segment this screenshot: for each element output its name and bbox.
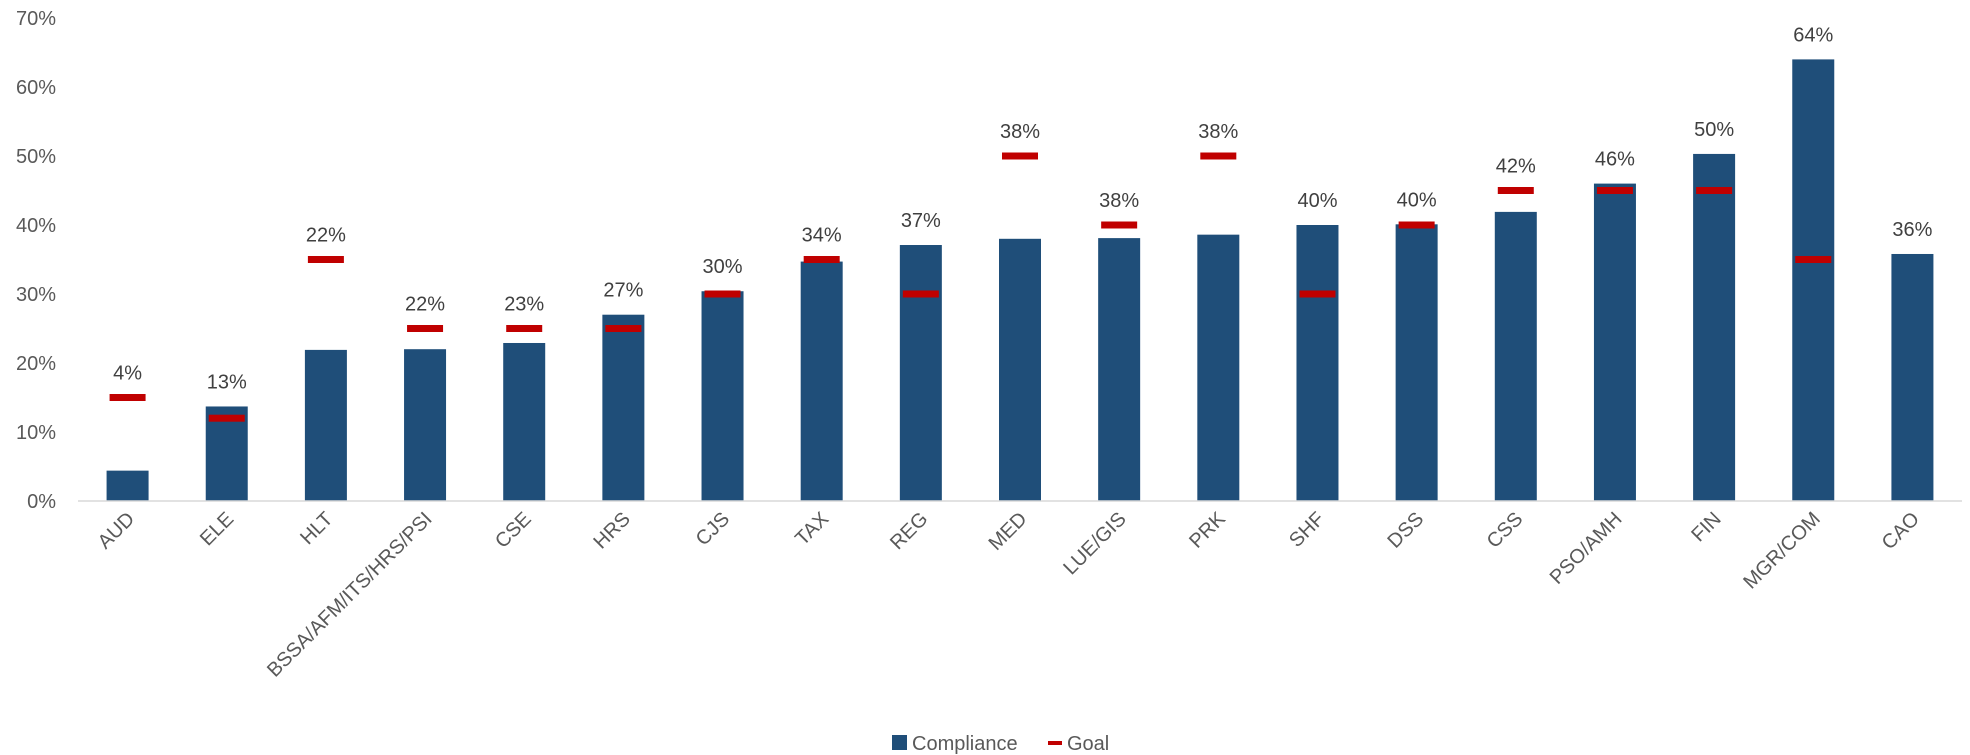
bar-compliance: [503, 342, 546, 501]
bar-compliance: [1792, 59, 1835, 502]
data-label: 30%: [703, 256, 743, 278]
y-tick-label: 20%: [16, 353, 56, 375]
goal-marker: [1497, 187, 1534, 194]
x-tick-label: PSO/AMH: [1546, 508, 1627, 589]
x-tick-label: FIN: [1687, 508, 1725, 546]
y-tick-label: 10%: [16, 422, 56, 444]
x-tick-label: ELE: [196, 508, 238, 550]
goal-marker: [605, 325, 642, 332]
goal-marker: [1299, 290, 1336, 298]
y-tick-label: 50%: [16, 146, 56, 168]
goal-marker: [902, 290, 939, 298]
goal-marker: [1696, 187, 1733, 194]
data-label: 40%: [1297, 190, 1337, 212]
legend-swatch-goal: [1048, 741, 1062, 745]
x-tick-label: SHF: [1285, 508, 1329, 552]
bar-compliance: [205, 406, 248, 501]
x-tick-label: CJS: [692, 508, 734, 550]
legend-swatch-compliance: [892, 735, 907, 750]
x-tick-label: AUD: [94, 508, 139, 553]
data-label: 4%: [113, 363, 142, 385]
x-tick-label: REG: [886, 508, 932, 554]
compliance-bars: [106, 59, 1934, 502]
data-label: 13%: [207, 371, 247, 393]
bar-compliance: [899, 245, 942, 501]
y-tick-label: 0%: [27, 491, 56, 513]
bar-compliance: [1891, 253, 1934, 501]
data-label: 27%: [603, 280, 643, 302]
x-tick-label: LUE/GIS: [1059, 508, 1130, 579]
x-tick-label: DSS: [1384, 508, 1429, 553]
goal-marker: [1596, 187, 1633, 194]
x-tick-label: TAX: [791, 508, 833, 550]
bar-compliance: [1296, 225, 1339, 501]
data-label: 40%: [1397, 189, 1437, 211]
data-label: 64%: [1793, 24, 1833, 46]
data-label: 22%: [306, 225, 346, 247]
goal-markers: [109, 152, 1832, 422]
goal-marker: [208, 414, 245, 422]
x-tick-label: CSE: [491, 508, 536, 553]
goal-marker: [1795, 256, 1832, 263]
y-tick-label: 30%: [16, 284, 56, 306]
y-tick-label: 70%: [16, 8, 56, 30]
goal-marker: [109, 394, 146, 401]
x-tick-label: HRS: [589, 508, 634, 553]
bar-compliance: [1593, 183, 1636, 501]
goal-marker: [1101, 221, 1138, 229]
data-label: 38%: [1099, 190, 1139, 212]
bar-compliance: [1197, 234, 1240, 501]
data-label: 42%: [1496, 156, 1536, 178]
data-label: 22%: [405, 294, 445, 316]
data-label: 34%: [802, 225, 842, 247]
bar-compliance: [1098, 238, 1141, 502]
data-label: 23%: [504, 294, 544, 316]
bar-compliance: [1494, 211, 1537, 501]
goal-marker: [1002, 152, 1038, 160]
data-label: 50%: [1694, 119, 1734, 141]
x-tick-label: BSSA/AFM/ITS/HRS/PSI: [263, 508, 437, 682]
bar-compliance: [701, 291, 744, 501]
data-label: 36%: [1892, 219, 1932, 241]
legend-label-compliance: Compliance: [912, 733, 1018, 755]
bar-compliance: [1693, 153, 1736, 501]
x-tick-label: CSS: [1483, 508, 1528, 553]
data-label: 38%: [1198, 121, 1238, 143]
x-tick-label: CAO: [1878, 508, 1924, 554]
bar-compliance: [106, 470, 149, 501]
x-tick-label: HLT: [296, 508, 337, 549]
bar-compliance: [404, 349, 447, 501]
goal-marker: [1398, 221, 1435, 229]
data-labels: 4% 13% 22% 22% 23% 27% 30% 34% 37% 38% 38% 38% 40% 40…: [113, 24, 1933, 393]
goal-marker: [407, 325, 444, 332]
legend: Compliance Goal: [892, 733, 1109, 755]
bar-compliance: [800, 261, 843, 501]
data-label: 38%: [1000, 121, 1040, 143]
goal-marker: [803, 256, 840, 263]
x-tick-label: PRK: [1185, 508, 1230, 553]
y-tick-label: 60%: [16, 77, 56, 99]
data-label: 46%: [1595, 149, 1635, 171]
y-axis: 0% 10% 20% 30% 40% 50% 60% 70%: [16, 8, 56, 513]
bar-compliance: [999, 238, 1041, 502]
goal-marker: [1200, 152, 1237, 160]
goal-marker: [506, 325, 543, 332]
goal-marker: [307, 256, 344, 263]
goal-marker: [704, 290, 741, 298]
x-tick-label: MGR/COM: [1739, 508, 1824, 593]
bar-compliance: [304, 349, 347, 501]
y-tick-label: 40%: [16, 215, 56, 237]
x-tick-label: MED: [985, 508, 1032, 555]
data-label: 37%: [901, 210, 941, 232]
bar-compliance: [602, 314, 645, 501]
legend-label-goal: Goal: [1067, 733, 1109, 755]
bar-compliance: [1395, 224, 1438, 501]
